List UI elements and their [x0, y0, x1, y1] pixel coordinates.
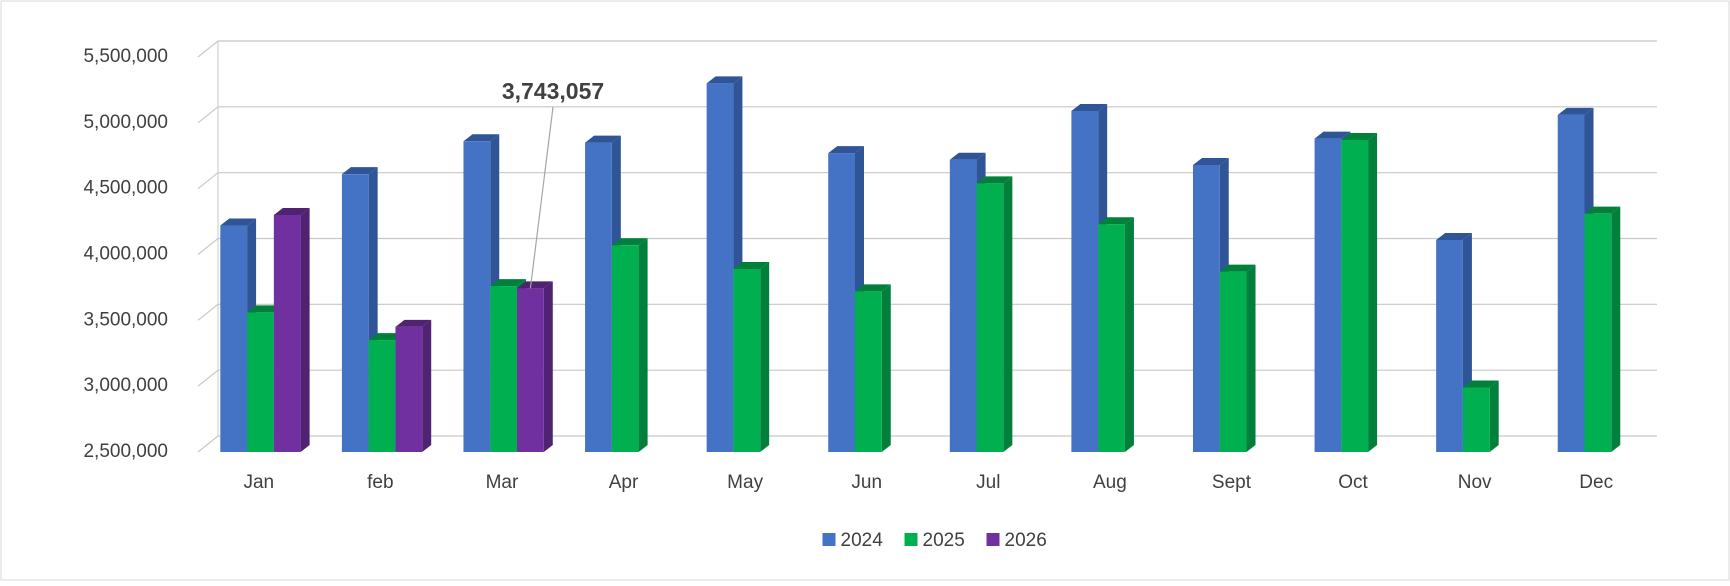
bar-top [220, 218, 257, 226]
legend-swatch [986, 533, 1000, 546]
y-tick-label: 4,500,000 [83, 178, 168, 199]
legend-swatch [822, 533, 836, 546]
bar [220, 225, 248, 452]
bar-top [463, 134, 500, 142]
bar-top [828, 146, 864, 154]
bar [273, 215, 301, 452]
bar-top [976, 176, 1013, 184]
bar-side [1368, 132, 1378, 452]
bar [1462, 387, 1490, 452]
x-tick-label: Jul [976, 472, 1000, 493]
bar-top [1341, 132, 1378, 140]
bar-side [422, 319, 432, 452]
bar-top [1557, 107, 1594, 115]
bar [585, 142, 612, 453]
bar-top [1219, 264, 1256, 272]
x-tick-label: Apr [609, 472, 639, 493]
bar [1098, 224, 1125, 452]
bar-top [395, 319, 432, 327]
bar [1584, 213, 1612, 452]
x-tick-label: Oct [1338, 472, 1368, 493]
bar-top [1071, 103, 1108, 111]
bar-top [706, 76, 743, 84]
bar-side [638, 238, 648, 452]
data-label: 3,743,057 [502, 78, 604, 104]
bar [706, 83, 734, 452]
bar-top [1584, 206, 1621, 214]
bar [1192, 164, 1220, 452]
legend-swatch [904, 533, 918, 546]
bar [854, 291, 882, 452]
bar-side [1489, 380, 1499, 452]
x-tick-label: May [727, 472, 763, 493]
bar-top [1314, 131, 1351, 139]
legend-label: 2026 [1005, 530, 1047, 551]
bar-top [517, 281, 553, 289]
x-tick-label: Mar [486, 472, 519, 493]
x-tick-label: Jun [851, 472, 882, 493]
legend-label: 2025 [923, 530, 965, 551]
bar [949, 159, 977, 452]
bar-top [949, 152, 986, 160]
y-tick-label: 4,000,000 [83, 244, 168, 265]
legend-label: 2024 [841, 530, 884, 551]
bar [1436, 240, 1463, 452]
bar-side [1124, 217, 1134, 452]
bar-side [1246, 264, 1256, 452]
bar-top [1192, 157, 1229, 165]
x-tick-label: Aug [1093, 472, 1127, 493]
x-tick-label: Nov [1458, 472, 1492, 493]
bar-top [341, 167, 378, 175]
leader-line [529, 106, 554, 289]
bar [490, 286, 518, 452]
bar-side [1611, 206, 1621, 452]
bar [1314, 138, 1342, 452]
y-tick-label: 3,000,000 [83, 375, 168, 396]
bar-top [1098, 217, 1134, 225]
bar-top [611, 238, 648, 246]
bar [395, 326, 423, 452]
bar [341, 174, 369, 452]
x-tick-label: Jan [243, 472, 274, 493]
x-tick-label: feb [367, 472, 393, 493]
bar-side [760, 261, 770, 452]
bar [733, 268, 761, 452]
bar [517, 288, 544, 452]
bar [1219, 271, 1247, 452]
bar-side [1003, 176, 1013, 452]
bar [1557, 114, 1585, 452]
bar-side [543, 281, 553, 452]
bar-side [300, 208, 310, 452]
y-tick-label: 5,500,000 [83, 46, 168, 67]
bar-top [854, 284, 891, 292]
bar-top [273, 208, 310, 215]
bar [1341, 139, 1369, 452]
bar [976, 183, 1004, 452]
bar [247, 312, 274, 452]
y-tick-label: 2,500,000 [83, 441, 168, 462]
bar-side [881, 284, 891, 452]
bar [463, 141, 491, 452]
y-tick-label: 5,000,000 [83, 112, 168, 133]
bar-top [1462, 380, 1499, 388]
bar-top [1436, 233, 1472, 241]
bar [368, 340, 396, 452]
bar-top [490, 279, 527, 287]
bar-top [585, 135, 621, 143]
y-tick-label: 3,500,000 [83, 309, 168, 330]
x-tick-label: Dec [1579, 472, 1613, 493]
bar [828, 153, 855, 452]
bar [1071, 110, 1099, 452]
bar-top [733, 261, 770, 269]
bar [611, 245, 639, 452]
x-tick-label: Sept [1212, 472, 1252, 493]
